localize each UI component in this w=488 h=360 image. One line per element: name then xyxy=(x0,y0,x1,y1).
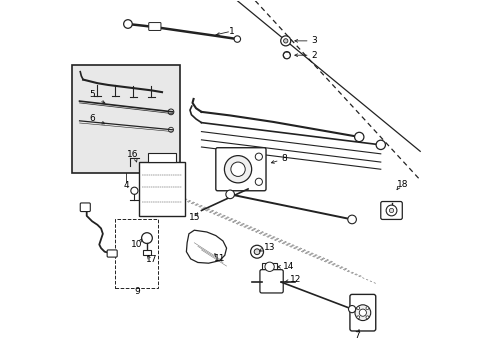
Circle shape xyxy=(131,187,138,194)
Circle shape xyxy=(348,306,355,313)
Text: 12: 12 xyxy=(290,275,301,284)
Text: 14: 14 xyxy=(283,262,294,271)
Circle shape xyxy=(365,307,368,310)
Circle shape xyxy=(224,156,251,183)
FancyBboxPatch shape xyxy=(80,203,90,212)
Circle shape xyxy=(142,233,152,243)
FancyBboxPatch shape xyxy=(107,250,117,257)
Circle shape xyxy=(254,249,260,255)
Circle shape xyxy=(283,51,290,59)
Text: 2: 2 xyxy=(311,51,317,60)
FancyBboxPatch shape xyxy=(380,202,402,220)
Circle shape xyxy=(375,140,385,149)
FancyBboxPatch shape xyxy=(349,294,375,331)
Bar xyxy=(262,263,276,270)
Text: 5: 5 xyxy=(89,90,95,99)
Text: 4: 4 xyxy=(123,181,129,190)
Text: 9: 9 xyxy=(134,287,140,296)
FancyBboxPatch shape xyxy=(215,148,265,191)
Text: 15: 15 xyxy=(189,213,201,222)
Text: 16: 16 xyxy=(126,150,138,159)
Circle shape xyxy=(388,208,393,213)
Text: 17: 17 xyxy=(145,256,157,265)
Circle shape xyxy=(280,36,290,46)
Circle shape xyxy=(354,305,370,320)
Circle shape xyxy=(386,205,396,216)
Text: 13: 13 xyxy=(263,243,274,252)
Circle shape xyxy=(255,178,262,185)
FancyBboxPatch shape xyxy=(148,23,161,31)
FancyBboxPatch shape xyxy=(260,270,283,293)
Circle shape xyxy=(356,307,359,310)
Text: 7: 7 xyxy=(354,332,360,341)
Bar xyxy=(72,65,180,173)
Bar xyxy=(147,153,176,162)
Circle shape xyxy=(230,162,244,176)
Circle shape xyxy=(123,20,132,28)
Circle shape xyxy=(354,132,363,141)
Circle shape xyxy=(250,245,263,258)
Bar xyxy=(139,162,185,216)
Text: 6: 6 xyxy=(89,114,95,123)
Text: 10: 10 xyxy=(131,240,142,249)
Text: 1: 1 xyxy=(228,27,234,36)
Circle shape xyxy=(255,153,262,160)
Circle shape xyxy=(234,36,240,42)
Circle shape xyxy=(365,316,368,319)
Circle shape xyxy=(225,190,234,199)
Circle shape xyxy=(347,215,356,224)
Text: 11: 11 xyxy=(213,255,224,264)
Circle shape xyxy=(264,262,274,271)
Text: 3: 3 xyxy=(311,36,317,45)
Circle shape xyxy=(283,39,287,43)
Bar xyxy=(143,250,150,255)
Circle shape xyxy=(356,316,359,319)
Bar xyxy=(115,220,158,288)
Text: 8: 8 xyxy=(281,154,286,163)
Text: 18: 18 xyxy=(396,180,407,189)
Circle shape xyxy=(359,309,366,316)
